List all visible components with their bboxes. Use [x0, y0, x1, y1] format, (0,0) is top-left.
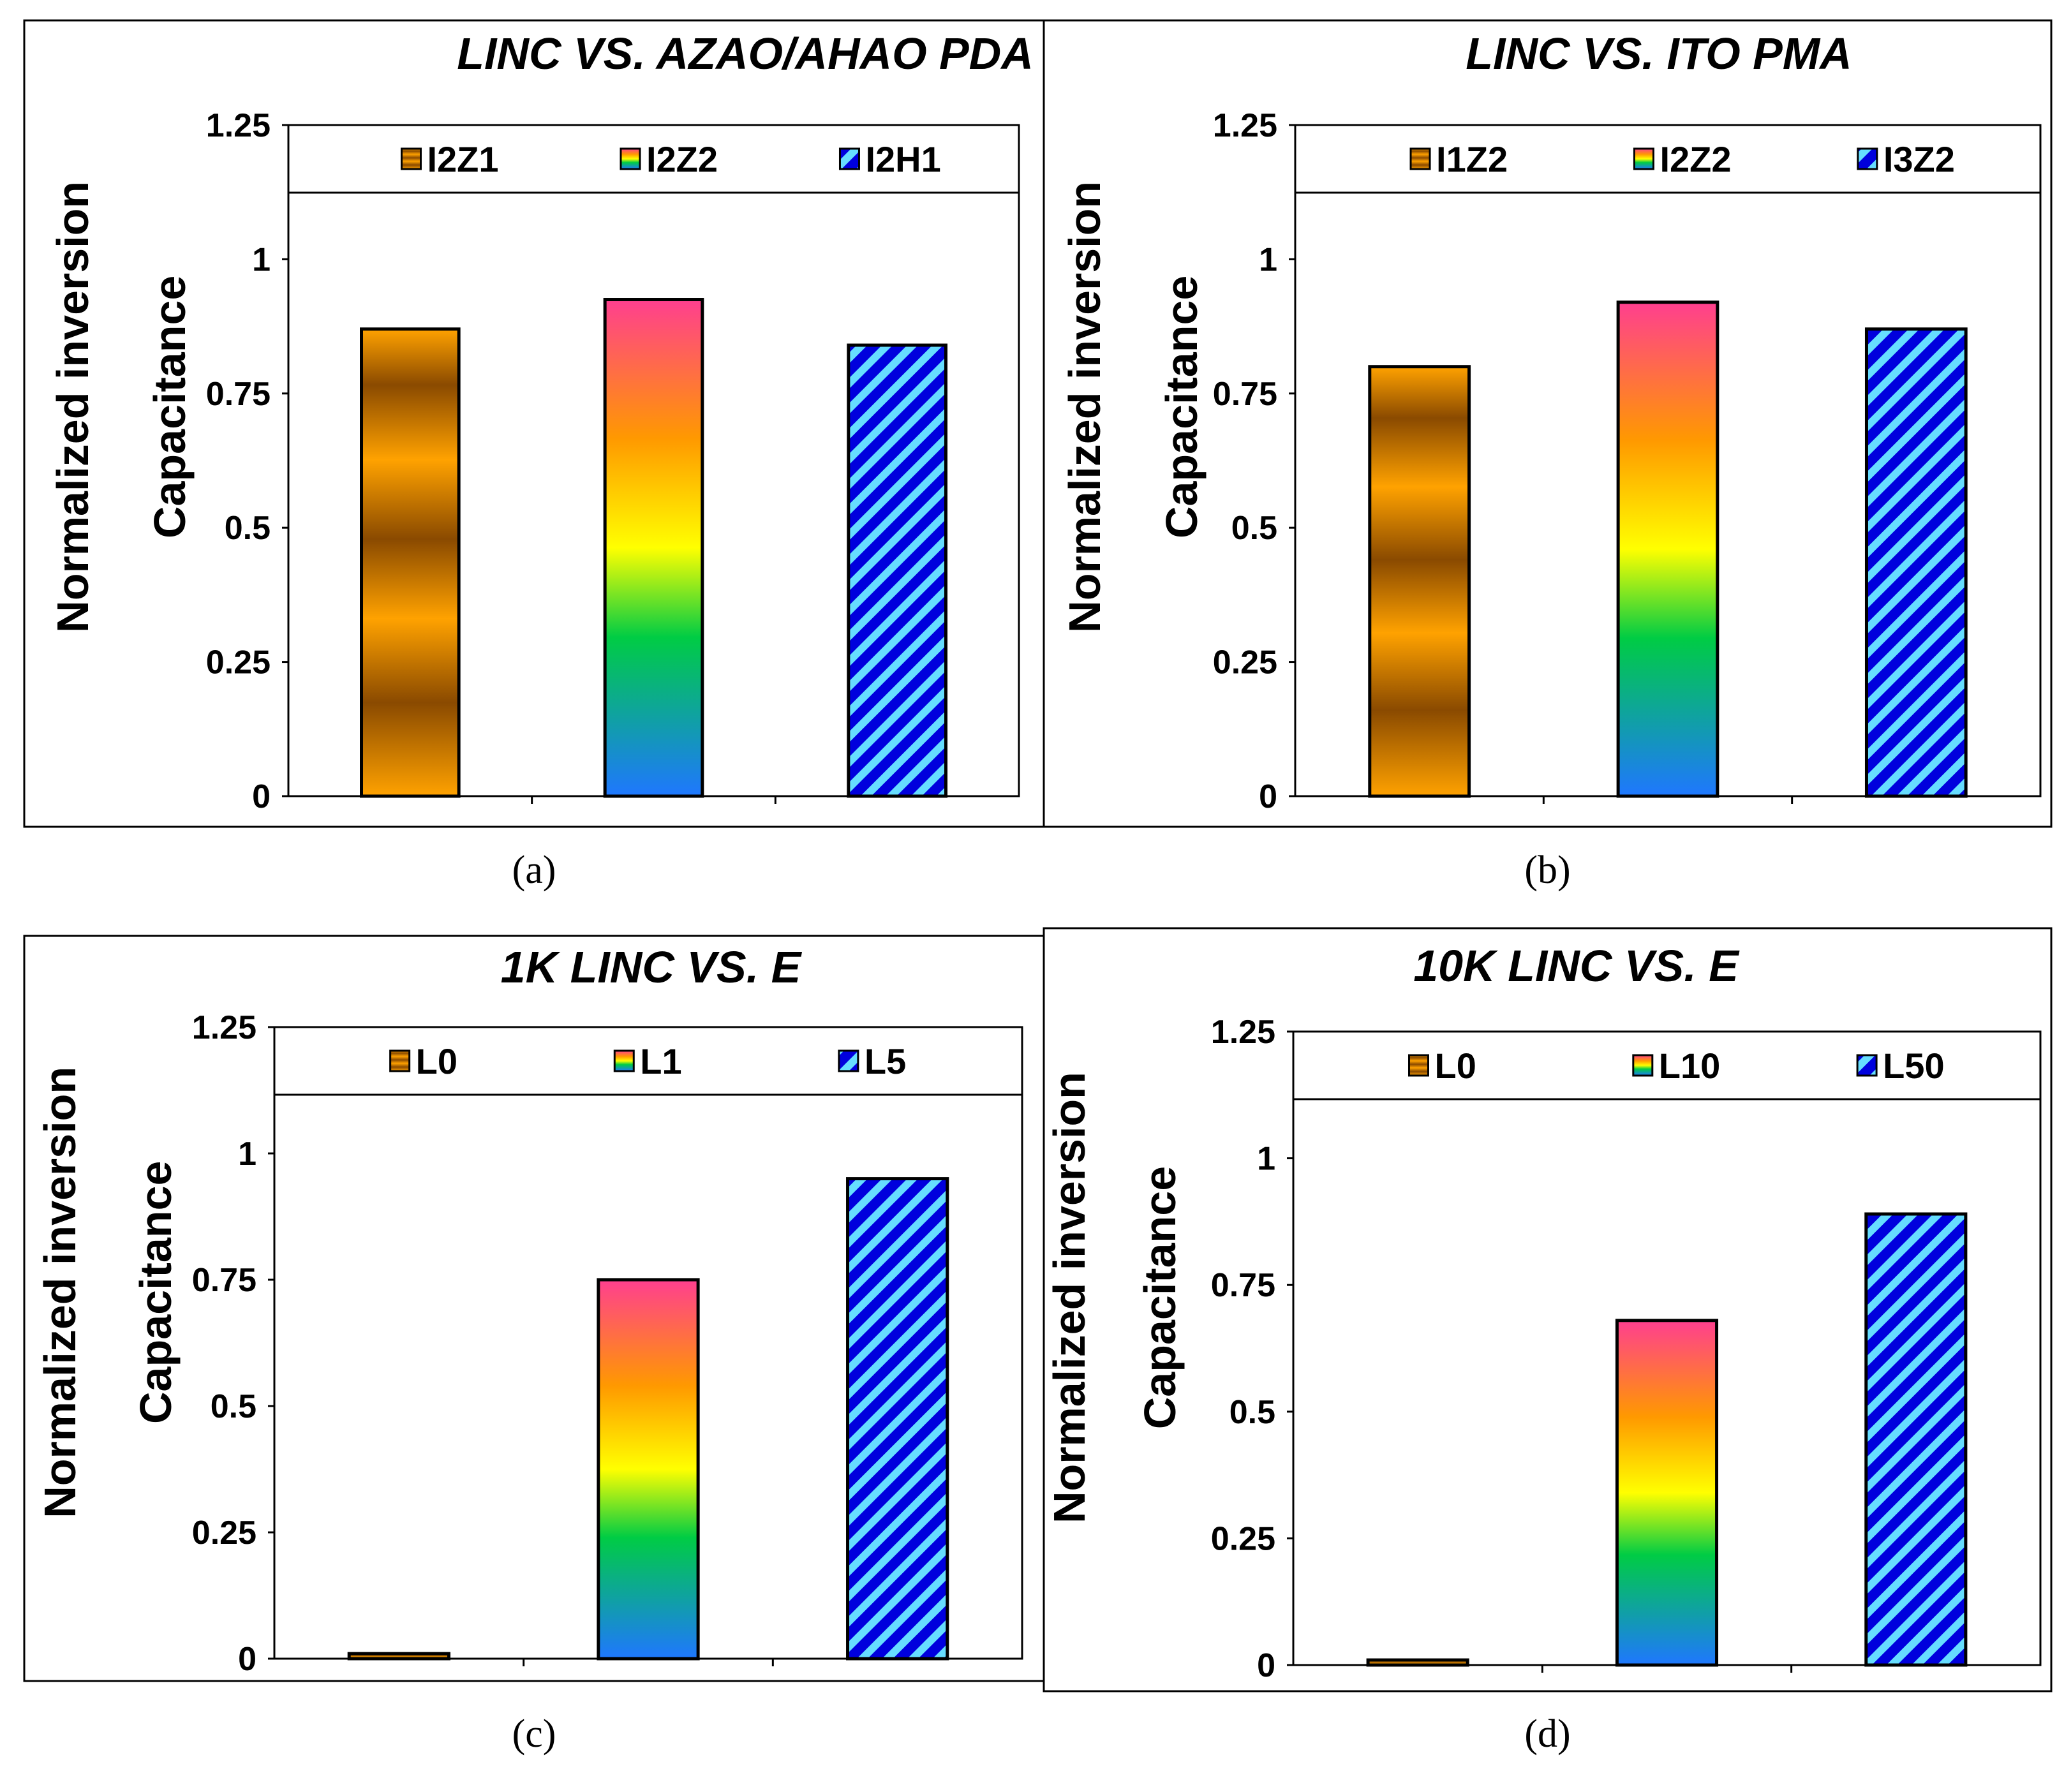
y-tick-label: 0	[238, 1641, 256, 1678]
y-tick-label: 0	[252, 778, 271, 815]
bar-outline	[597, 1278, 700, 1661]
chart-panel-b: LINC VS. ITO PMA Normalized inversion Capa…	[1043, 19, 2053, 892]
legend-swatch	[1408, 1054, 1430, 1077]
y-tick-label: 1	[1257, 1141, 1275, 1178]
y-tick-label: 1.25	[192, 1009, 256, 1046]
legend-swatch	[620, 147, 641, 170]
y-tick-label: 0	[1259, 778, 1277, 815]
y-tick-label: 1.25	[1213, 107, 1277, 144]
y-axis-label: Capacitance	[145, 276, 195, 538]
legend-label: I2Z1	[427, 139, 498, 179]
y-tick-label: 0.25	[1211, 1520, 1275, 1557]
y-tick-label: 0.5	[1231, 510, 1277, 547]
bar-outline	[1864, 1212, 1968, 1667]
bar-outline	[1368, 365, 1471, 798]
chart-title: 10K LINC VS. E	[1413, 941, 1740, 991]
bar-l0	[1368, 1660, 1468, 1665]
panel-caption: (d)	[1524, 1712, 1570, 1756]
bar-i1z2	[1369, 366, 1469, 796]
y-tick-label: 0.5	[1229, 1394, 1275, 1431]
bar-outline	[360, 327, 461, 798]
legend-swatch	[1633, 147, 1654, 170]
bar-outline	[847, 343, 948, 798]
bar-i3z2	[1866, 329, 1966, 796]
bar-outline	[347, 1652, 450, 1661]
legend-swatch	[389, 1049, 411, 1072]
chart-title: LINC VS. AZAO/AHAO PDA	[457, 29, 1034, 78]
y-tick-label: 0.5	[211, 1388, 256, 1425]
y-tick-label: 0.25	[1213, 644, 1277, 681]
legend-swatch	[1409, 147, 1431, 170]
legend-label: L0	[1435, 1046, 1476, 1086]
y-axis-label: Normalized inversion	[1060, 181, 1110, 633]
bar-l0	[349, 1654, 449, 1659]
legend-swatch	[1632, 1054, 1654, 1077]
bar-l10	[1617, 1320, 1717, 1665]
bar-i2z2	[605, 299, 702, 796]
legend-swatch	[838, 147, 860, 170]
y-tick-label: 0.25	[192, 1514, 256, 1551]
bar-l50	[1866, 1213, 1966, 1665]
bar-i2z2	[1618, 302, 1718, 796]
legend-label: L0	[416, 1041, 457, 1081]
panel-caption: (b)	[1524, 848, 1570, 892]
y-axis-label: Normalized inversion	[48, 181, 98, 633]
y-axis-label: Normalized inversion	[1044, 1072, 1094, 1523]
y-tick-label: 0.25	[206, 644, 271, 681]
y-tick-label: 1.25	[206, 107, 271, 144]
legend-label: I1Z2	[1436, 139, 1508, 179]
legend-swatch	[838, 1049, 859, 1072]
legend-swatch	[400, 147, 422, 170]
panel-caption: (c)	[512, 1712, 556, 1756]
bar-outline	[846, 1177, 949, 1661]
bar-i2h1	[848, 345, 946, 796]
legend-label: I2H1	[865, 139, 940, 179]
y-tick-label: 1	[252, 241, 271, 278]
chart-panel-d: 10K LINC VS. E Normalized inversion Capaci…	[1043, 927, 2053, 1756]
y-tick-label: 1	[1259, 241, 1277, 278]
bar-outline	[603, 298, 704, 798]
legend-label: I3Z2	[1883, 139, 1955, 179]
panel-caption: (a)	[512, 848, 556, 892]
y-tick-label: 0.75	[1211, 1267, 1275, 1304]
legend-swatch	[1857, 147, 1878, 170]
y-tick-label: 0.75	[206, 376, 271, 413]
legend-label: L50	[1883, 1046, 1945, 1086]
bar-outline	[1864, 327, 1968, 798]
y-tick-label: 1.25	[1211, 1014, 1275, 1051]
legend-label: L10	[1659, 1046, 1721, 1086]
bar-outline	[1615, 1319, 1719, 1667]
legend-label: I2Z2	[646, 139, 718, 179]
legend-label: L5	[865, 1041, 906, 1081]
y-tick-label: 0	[1257, 1647, 1275, 1684]
y-tick-label: 1	[238, 1136, 256, 1173]
bar-outline	[1366, 1658, 1469, 1667]
y-tick-label: 0.75	[1213, 376, 1277, 413]
chart-panel-a: LINC VS. AZAO/AHAO PDA Normalized inversi…	[23, 19, 1045, 892]
y-tick-label: 0.5	[225, 510, 271, 547]
y-axis-label: Capacitance	[1157, 276, 1207, 538]
legend-box	[287, 124, 1020, 194]
y-axis-label: Normalized inversion	[35, 1067, 85, 1518]
chart-title: 1K LINC VS. E	[501, 942, 803, 992]
bar-i2z1	[361, 329, 459, 796]
chart-title: LINC VS. ITO PMA	[1466, 29, 1852, 78]
bar-l5	[847, 1178, 947, 1659]
y-tick-label: 0.75	[192, 1262, 256, 1299]
bar-outline	[1616, 300, 1719, 798]
legend-label: L1	[640, 1041, 681, 1081]
legend-swatch	[1856, 1054, 1878, 1077]
legend-swatch	[613, 1049, 635, 1072]
chart-panel-c: 1K LINC VS. E Normalized inversion Capacit…	[23, 935, 1045, 1756]
y-axis-label: Capacitance	[1135, 1166, 1185, 1429]
legend-label: I2Z2	[1660, 139, 1731, 179]
bar-l1	[598, 1280, 699, 1659]
y-axis-label: Capacitance	[131, 1161, 181, 1424]
